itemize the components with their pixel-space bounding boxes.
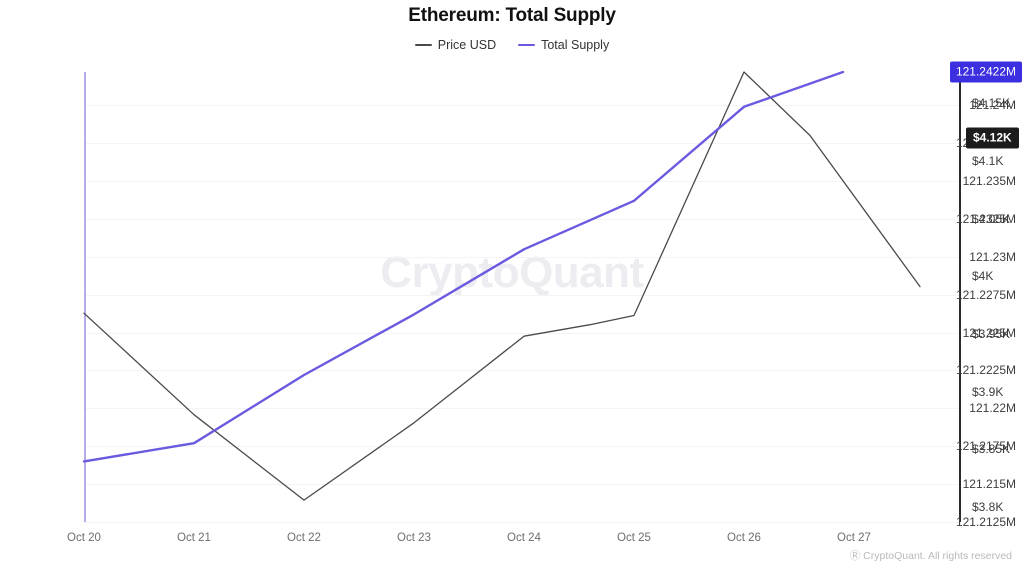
gridline [84, 484, 960, 486]
line-swatch-icon [518, 44, 536, 46]
right-axis-tick-label: $3.95K [972, 326, 1011, 341]
x-axis-tick-label: Oct 24 [507, 532, 541, 544]
chart-legend: Price USD Total Supply [0, 38, 1024, 52]
x-axis-tick-label: Oct 21 [177, 532, 211, 544]
gridline [84, 408, 960, 410]
x-axis-tick-label: Oct 25 [617, 532, 651, 544]
right-axis-highlight-badge: $4.12K [966, 127, 1019, 149]
left-axis-tick-label: 121.2175M [955, 439, 1016, 454]
left-axis-tick-label: 121.235M [962, 174, 1016, 189]
legend-item-supply[interactable]: Total Supply [518, 38, 609, 52]
left-axis-tick-label: 121.215M [962, 477, 1016, 492]
right-axis-line [959, 72, 961, 522]
left-axis-tick-label: 121.2325M [955, 211, 1016, 226]
gridline [84, 218, 960, 220]
gridline [84, 294, 960, 296]
line-swatch-icon [414, 44, 432, 46]
legend-item-price[interactable]: Price USD [414, 38, 497, 52]
right-axis-tick-label: $4.15K [972, 96, 1011, 111]
plot-area [84, 72, 960, 523]
right-axis-tick-label: $3.9K [972, 384, 1004, 399]
left-axis-tick-label: 121.23M [969, 249, 1016, 264]
right-axis-tick-label: $3.8K [972, 500, 1004, 514]
legend-label-supply: Total Supply [541, 38, 610, 52]
footer-attribution: Ⓡ CryptoQuant. All rights reserved [849, 550, 1012, 562]
gridline [84, 181, 960, 183]
x-axis-tick-label: Oct 20 [67, 532, 101, 544]
x-axis-tick-label: Oct 23 [397, 532, 431, 544]
right-axis-tick-label: $3.85K [972, 442, 1011, 457]
left-axis-tick-label: 121.2125M [955, 515, 1016, 529]
right-axis-tick-label: $4K [972, 269, 994, 284]
gridline [84, 522, 960, 523]
left-axis-line [84, 72, 86, 522]
left-axis-tick-label: 121.24M [969, 98, 1016, 113]
page-title: Ethereum: Total Supply [408, 5, 616, 26]
left-axis-tick-label: 121.2225M [955, 363, 1016, 378]
gridline [84, 332, 960, 334]
left-axis-tick-label: 121.225M [962, 325, 1016, 340]
right-axis-tick-label: $4.1K [972, 153, 1004, 168]
left-axis-tick-label: 121.22M [969, 401, 1016, 416]
gridline [84, 370, 960, 372]
gridline [84, 256, 960, 258]
gridline [84, 105, 960, 107]
legend-label-price: Price USD [437, 38, 497, 52]
x-axis-tick-label: Oct 27 [837, 532, 871, 544]
x-axis-tick-label: Oct 26 [727, 532, 761, 544]
left-axis-highlight-badge: 121.2422M [949, 61, 1022, 83]
gridline [84, 143, 960, 145]
x-axis-tick-label: Oct 22 [287, 532, 321, 544]
left-axis-tick-label: 121.2275M [955, 287, 1016, 302]
gridline [84, 446, 960, 448]
right-axis-tick-label: $4.05K [972, 211, 1011, 226]
